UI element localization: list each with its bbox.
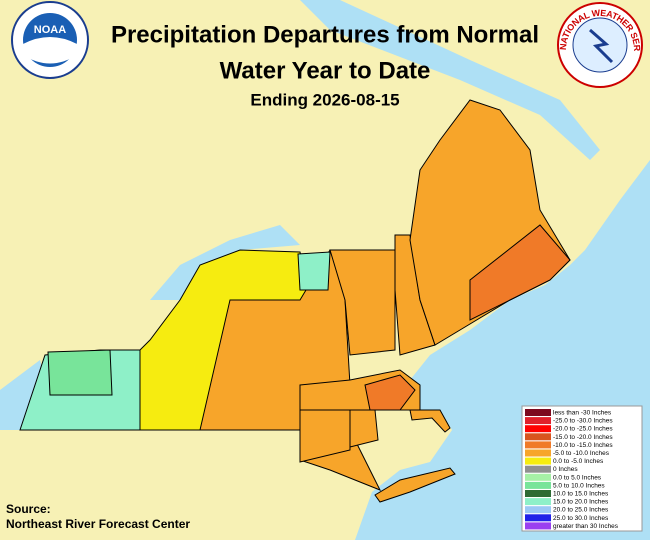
legend-swatch [525, 433, 551, 441]
legend-label: less than -30 Inches [553, 410, 612, 417]
legend-swatch [525, 449, 551, 457]
legend-swatch [525, 409, 551, 416]
legend-swatch [525, 506, 551, 514]
new-york-west-green [47, 349, 113, 396]
legend-label: -25.0 to -30.0 Inches [553, 418, 613, 425]
subtitle: Water Year to Date [220, 57, 431, 84]
legend: less than -30 Inches-25.0 to -30.0 Inche… [525, 409, 619, 530]
legend-label: 5.0 to 10.0 Inches [553, 482, 605, 489]
legend-label: 0 Inches [553, 466, 578, 473]
legend-swatch [525, 441, 551, 449]
long-island [374, 467, 456, 503]
source-label: Source: [6, 502, 51, 516]
legend-swatch [525, 498, 551, 506]
vermont [329, 249, 396, 356]
noaa-text: NOAA [34, 24, 66, 36]
legend-label: greater than 30 Inches [553, 523, 619, 530]
cape-cod [409, 409, 451, 433]
legend-swatch [525, 417, 551, 425]
legend-swatch [525, 473, 551, 481]
legend-swatch [525, 522, 551, 530]
legend-label: -10.0 to -15.0 Inches [553, 442, 613, 449]
source-text: Northeast River Forecast Center [6, 517, 190, 531]
lake-erie [0, 360, 45, 430]
connecticut [299, 409, 351, 463]
legend-label: 0.0 to 5.0 Inches [553, 474, 602, 481]
legend-label: -5.0 to -10.0 Inches [553, 450, 610, 457]
legend-swatch [525, 490, 551, 497]
legend-label: 25.0 to 30.0 Inches [553, 515, 609, 522]
legend-label: 15.0 to 20.0 Inches [553, 499, 609, 506]
maine-coast [469, 224, 571, 321]
date-line: Ending 2026-08-15 [250, 90, 399, 109]
legend-label: 20.0 to 25.0 Inches [553, 507, 609, 514]
lake-ontario [150, 225, 300, 300]
legend-swatch [525, 465, 551, 473]
massachusetts-east [364, 374, 416, 411]
rhode-island [349, 409, 379, 448]
noaa-logo: NOAA [11, 1, 89, 79]
legend-swatch [525, 457, 551, 465]
legend-label: -15.0 to -20.0 Inches [553, 434, 613, 441]
legend-swatch [525, 481, 551, 489]
legend-swatch [525, 425, 551, 433]
legend-label: -20.0 to -25.0 Inches [553, 426, 613, 433]
legend-swatch [525, 514, 551, 522]
st-lawrence [300, 0, 600, 160]
legend-label: 0.0 to -5.0 Inches [553, 458, 604, 465]
legend-label: 10.0 to 15.0 Inches [553, 491, 609, 498]
new-york-adirondack [297, 251, 331, 291]
title: Precipitation Departures from Normal [111, 21, 539, 48]
